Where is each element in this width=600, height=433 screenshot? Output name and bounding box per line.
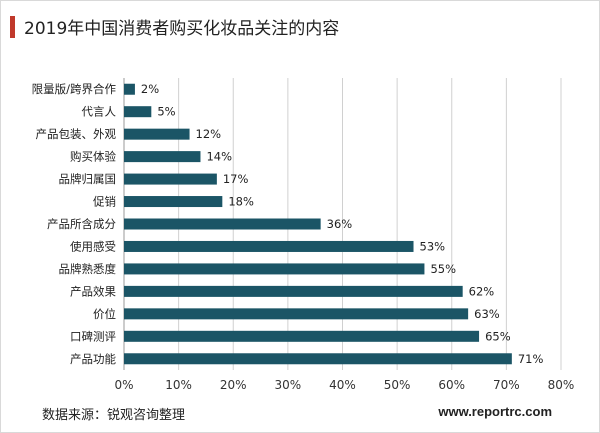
category-label: 产品功能 <box>70 352 116 366</box>
bar <box>124 263 425 275</box>
data-label: 36% <box>327 217 353 231</box>
x-tick-label: 70% <box>493 378 520 392</box>
data-label: 53% <box>420 239 446 253</box>
x-tick-label: 50% <box>384 378 411 392</box>
data-label: 65% <box>485 329 511 343</box>
website-url: www.reportrc.com <box>438 404 552 419</box>
bar <box>124 151 201 163</box>
category-label: 价位 <box>93 307 116 321</box>
category-label: 口碑测评 <box>70 329 116 343</box>
bar <box>124 353 512 365</box>
x-tick-label: 60% <box>438 378 465 392</box>
bar <box>124 196 223 208</box>
category-label: 使用感受 <box>70 239 116 253</box>
data-label: 14% <box>206 150 232 164</box>
bar <box>124 285 463 297</box>
title-accent-bar <box>10 16 15 38</box>
bar <box>124 240 414 252</box>
bar <box>124 106 152 118</box>
category-label: 品牌归属国 <box>59 172 117 186</box>
bar <box>124 308 469 320</box>
x-tick-label: 10% <box>165 378 192 392</box>
value-labels: 2% 5% 12% 14% 17% 18% 36% 53% 55% 62% 63% 65% 71% <box>141 82 544 366</box>
x-tick-labels: 0% 10% 20% 30% 40% 50% 60% 70% 80% <box>114 378 574 392</box>
category-label: 产品效果 <box>70 284 116 298</box>
bar <box>124 218 321 230</box>
category-label: 购买体验 <box>70 150 116 164</box>
x-tick-label: 80% <box>548 378 575 392</box>
bar <box>124 83 135 95</box>
x-tick-label: 0% <box>114 378 133 392</box>
data-label: 17% <box>223 172 249 186</box>
data-label: 5% <box>157 105 175 119</box>
bar <box>124 128 190 140</box>
category-label: 限量版/跨界合作 <box>32 82 117 96</box>
category-label: 代言人 <box>82 105 117 119</box>
x-tick-label: 20% <box>220 378 247 392</box>
data-label: 62% <box>469 284 495 298</box>
data-label: 12% <box>196 127 222 141</box>
category-label: 品牌熟悉度 <box>59 262 117 276</box>
data-label: 18% <box>228 195 254 209</box>
data-label: 63% <box>474 307 500 321</box>
category-label: 促销 <box>93 195 116 209</box>
bar <box>124 173 217 185</box>
x-tick-label: 30% <box>275 378 302 392</box>
bar <box>124 330 480 342</box>
x-tick-label: 40% <box>329 378 356 392</box>
category-label: 产品包装、外观 <box>36 127 117 141</box>
category-label: 产品所含成分 <box>47 217 116 231</box>
category-labels: 限量版/跨界合作代言人产品包装、外观购买体验品牌归属国促销产品所含成分使用感受品… <box>32 82 117 366</box>
bars <box>124 83 512 365</box>
chart-title: 2019年中国消费者购买化妆品关注的内容 <box>24 19 340 39</box>
data-label: 2% <box>141 82 159 96</box>
data-label: 55% <box>430 262 456 276</box>
data-source: 数据来源：锐观咨询整理 <box>42 408 186 423</box>
data-label: 71% <box>518 352 544 366</box>
